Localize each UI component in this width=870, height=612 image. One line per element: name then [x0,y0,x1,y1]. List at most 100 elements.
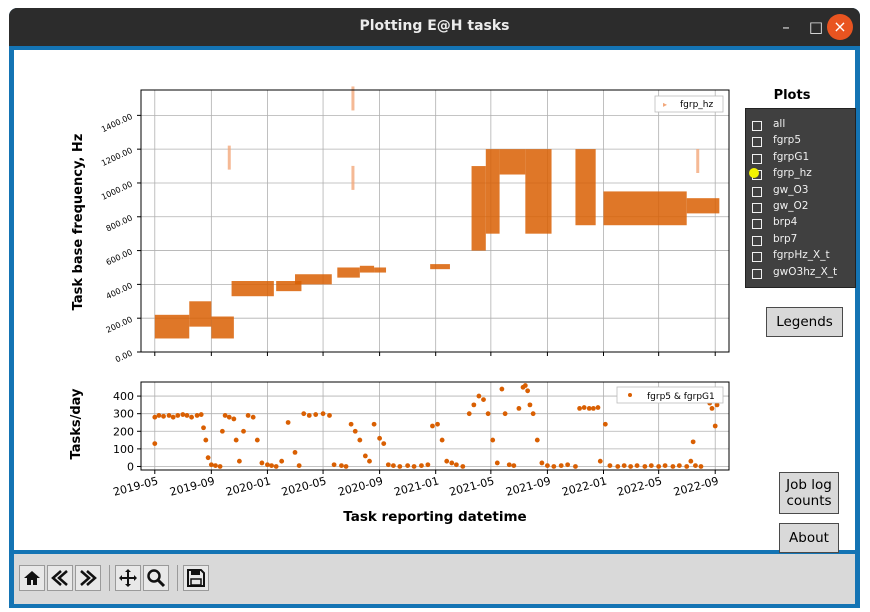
tasks-data-point [265,462,270,468]
home-icon[interactable] [19,565,45,591]
freq-data-band [471,166,486,251]
checkbox-label: fgrp5 [773,134,802,147]
zoom-icon[interactable] [143,565,169,591]
back-icon[interactable] [47,565,73,591]
tasks-data-point [430,423,435,429]
tasks-data-point [292,450,298,455]
plot-checkbox-fgrphz-x-t[interactable]: fgrpHz_X_t [746,248,855,264]
plot-checkbox-gw-o2[interactable]: gw_O2 [746,199,855,215]
x-tick-label: 2021-01 [393,474,441,498]
tasks-data-point [621,463,627,468]
plots-checkbox-panel: all fgrp5 fgrpG1 fgrp_hz gw_O3 gw_O2 brp4 brp7 f… [745,108,856,288]
tasks-data-point [690,439,696,445]
tasks-data-point [676,463,682,468]
checkbox-box[interactable] [752,235,762,246]
freq-data-band [499,149,526,175]
legends-button[interactable]: Legends [766,307,843,337]
checkbox-box[interactable] [752,153,762,164]
tasks-data-point [490,437,496,443]
tasks-data-point [273,464,279,469]
tasks-data-point [466,411,472,417]
tasks-data-point [184,413,190,418]
plot-checkbox-brp7[interactable]: brp7 [746,232,855,248]
tasks-data-point [357,437,363,443]
tasks-data-point [175,413,181,418]
close-icon[interactable]: × [827,14,853,40]
freq-tick-label: 800.00 [105,213,134,233]
tasks-legend-label: fgrp5 & fgrpG1 [647,392,715,402]
tasks-data-point [712,423,718,429]
tasks-data-point [648,463,654,468]
tasks-data-point [285,420,291,425]
tasks-data-point [511,463,517,468]
tasks-data-point [222,413,228,418]
tasks-data-point [170,414,176,420]
plot-checkbox-fgrp-hz[interactable]: fgrp_hz [746,166,855,182]
tasks-data-point [331,462,337,468]
tasks-data-point [534,437,540,443]
tasks-data-point [444,458,450,464]
pan-icon[interactable] [115,565,141,591]
plot-checkbox-fgrp5[interactable]: fgrp5 [746,133,855,149]
x-axis-label: Task reporting datetime [343,509,526,525]
tasks-tick-label: 400 [113,390,134,403]
legend-dot-icon [628,393,632,397]
maximize-icon[interactable]: □ [808,18,824,36]
freq-tick-label: 1200.00 [100,146,134,168]
toolbar-separator [177,565,178,591]
tasks-data-point [698,464,704,469]
checkbox-box[interactable] [752,186,762,197]
navigation-toolbar [14,554,855,604]
save-icon[interactable] [183,565,209,591]
checkbox-box[interactable] [752,203,762,213]
freq-data-band [211,316,234,339]
tasks-data-point [670,464,676,469]
freq-series [154,86,720,339]
about-button[interactable]: About [779,523,839,553]
freq-data-band [337,267,360,278]
minimize-icon[interactable]: – [782,18,790,36]
tasks-data-point [397,464,403,469]
freq-data-band [231,281,274,297]
tasks-data-point [558,463,564,468]
checkbox-box[interactable] [752,252,762,263]
tasks-tick-label: 200 [113,425,134,438]
tasks-data-point [439,437,445,443]
forward-icon[interactable] [75,565,101,591]
freq-data-band [575,149,596,226]
checkbox-box[interactable] [752,268,762,279]
title-bar[interactable]: Plotting E@H tasks – □ × [9,8,860,46]
tasks-data-point [367,458,372,464]
freq-legend: ▸ fgrp_hz [654,95,724,113]
plot-checkbox-fgrpg1[interactable]: fgrpG1 [746,150,855,166]
plot-checkbox-all[interactable]: all [746,117,855,133]
tasks-data-point [166,413,172,418]
tasks-data-point [348,421,354,427]
plot-checkbox-brp4[interactable]: brp4 [746,215,855,231]
plot-checkbox-gwo3hz-x-t[interactable]: gwO3hz_X_t [746,265,855,281]
figure-canvas[interactable]: 0.00 200.00 400.00 600.00 800.00 1000.00 1200.… [14,50,856,553]
tasks-data-point [628,464,634,469]
tasks-data-point [577,406,582,411]
tasks-data-point [269,463,274,468]
freq-legend-label: fgrp_hz [680,100,713,110]
checkbox-label: brp4 [773,216,798,229]
checkbox-box[interactable] [752,121,762,131]
x-tick-label: 2022-09 [672,474,720,498]
toolbar-separator [109,565,110,591]
job-log-label-line1: Job log [786,477,832,493]
job-log-counts-button[interactable]: Job log counts [779,472,839,514]
tasks-data-point [581,405,587,410]
freq-data-band [154,314,190,339]
checkbox-box[interactable] [752,219,762,230]
tasks-data-point [516,406,522,411]
tasks-data-point [506,462,512,468]
figure-svg: 0.00 200.00 400.00 600.00 800.00 1000.00 1200.… [69,86,730,525]
tasks-data-point [203,437,209,443]
plot-checkbox-gw-o3[interactable]: gw_O3 [746,183,855,199]
freq-data-band [485,149,500,234]
checkbox-label: gw_O3 [773,183,809,196]
tasks-data-point [241,428,246,434]
tasks-data-point [453,462,459,468]
checkbox-box[interactable] [752,137,762,148]
